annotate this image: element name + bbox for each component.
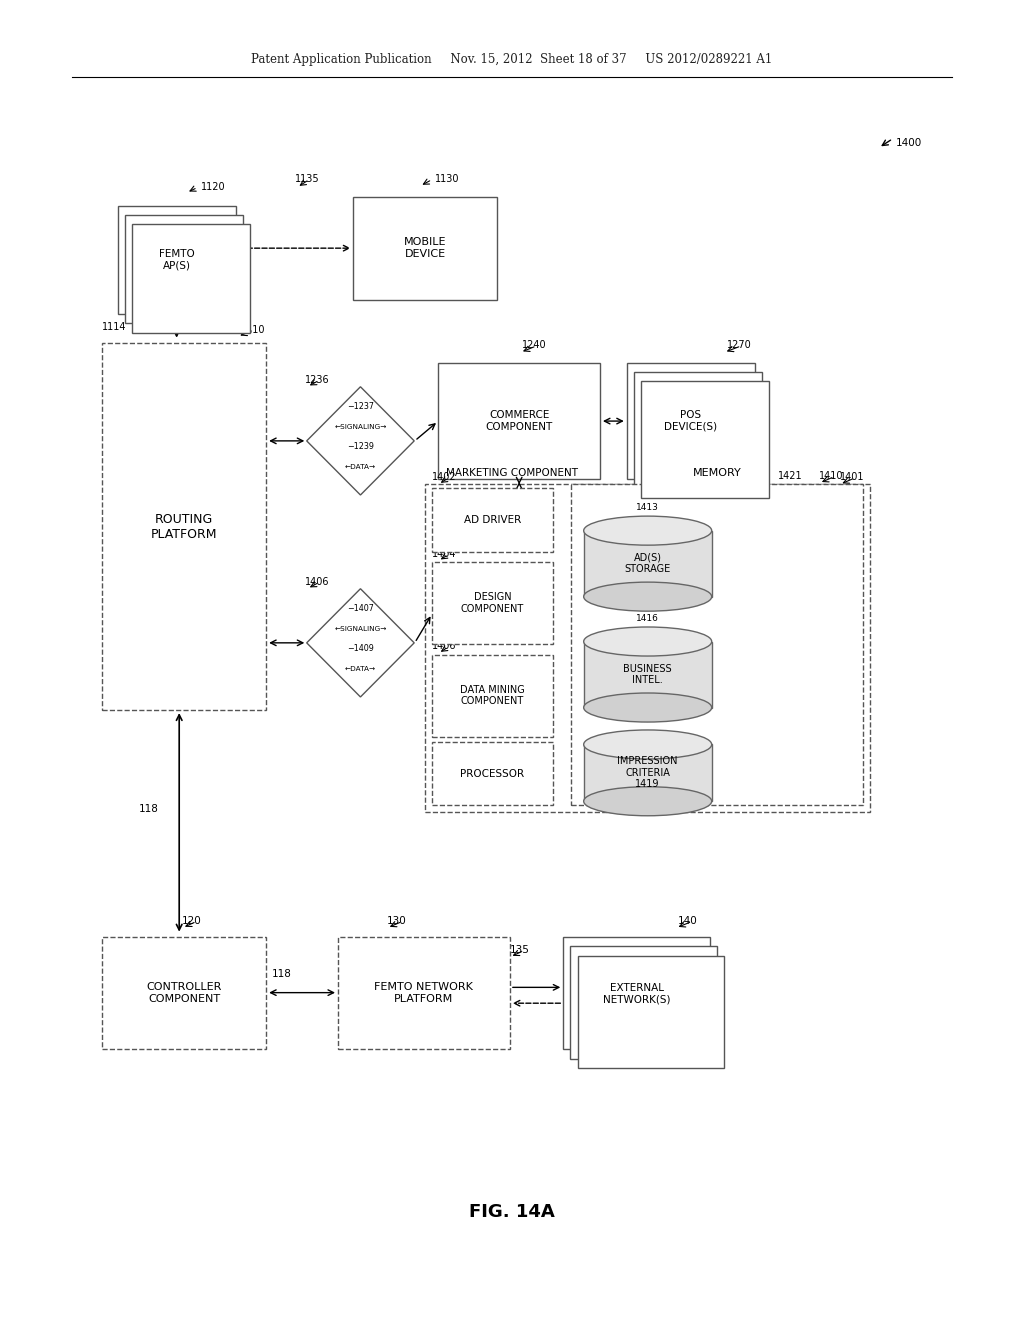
FancyBboxPatch shape	[102, 937, 266, 1049]
FancyBboxPatch shape	[338, 937, 510, 1049]
Text: AD DRIVER: AD DRIVER	[464, 515, 521, 525]
Text: BUSINESS
INTEL.: BUSINESS INTEL.	[624, 664, 672, 685]
FancyBboxPatch shape	[634, 372, 762, 488]
Text: 1120: 1120	[201, 182, 225, 193]
Text: 1114: 1114	[102, 322, 127, 333]
Text: FIG. 14A: FIG. 14A	[469, 1203, 555, 1221]
Text: PROCESSOR: PROCESSOR	[461, 768, 524, 779]
FancyBboxPatch shape	[125, 215, 243, 323]
FancyBboxPatch shape	[432, 488, 553, 552]
Text: −1239: −1239	[347, 442, 374, 451]
Text: DATA MINING
COMPONENT: DATA MINING COMPONENT	[460, 685, 525, 706]
Text: −1407: −1407	[347, 605, 374, 614]
Text: MOBILE
DEVICE: MOBILE DEVICE	[403, 238, 446, 259]
Text: FEMTO NETWORK
PLATFORM: FEMTO NETWORK PLATFORM	[375, 982, 473, 1005]
Text: 1410: 1410	[819, 471, 844, 482]
Ellipse shape	[584, 516, 712, 545]
Text: 1135: 1135	[295, 174, 319, 185]
Text: 118: 118	[271, 969, 291, 979]
FancyBboxPatch shape	[118, 206, 236, 314]
Text: Patent Application Publication     Nov. 15, 2012  Sheet 18 of 37     US 2012/028: Patent Application Publication Nov. 15, …	[251, 53, 773, 66]
FancyBboxPatch shape	[102, 343, 266, 710]
FancyBboxPatch shape	[584, 531, 712, 597]
Text: ROUTING
PLATFORM: ROUTING PLATFORM	[152, 512, 217, 541]
FancyBboxPatch shape	[432, 562, 553, 644]
FancyBboxPatch shape	[353, 197, 497, 300]
Text: COMMERCE
COMPONENT: COMMERCE COMPONENT	[485, 411, 553, 432]
FancyBboxPatch shape	[641, 381, 769, 498]
Text: CONTROLLER
COMPONENT: CONTROLLER COMPONENT	[146, 982, 222, 1005]
Text: 1400: 1400	[896, 137, 923, 148]
Text: 140: 140	[678, 916, 697, 927]
Text: DESIGN
COMPONENT: DESIGN COMPONENT	[461, 593, 524, 614]
Text: 1421: 1421	[778, 471, 803, 482]
Text: 1130: 1130	[435, 174, 460, 185]
Text: FEMTO
AP(S): FEMTO AP(S)	[159, 249, 195, 271]
Ellipse shape	[584, 627, 712, 656]
Text: 1406: 1406	[305, 577, 330, 587]
Text: ←SIGNALING→: ←SIGNALING→	[334, 626, 387, 632]
Text: 135: 135	[510, 945, 529, 956]
FancyBboxPatch shape	[432, 655, 553, 737]
Text: 1401: 1401	[840, 473, 864, 483]
Text: 1413: 1413	[636, 503, 659, 512]
Text: POS
DEVICE(S): POS DEVICE(S)	[665, 411, 717, 432]
Text: 1402: 1402	[432, 473, 457, 483]
Text: IMPRESSION
CRITERIA
1419: IMPRESSION CRITERIA 1419	[617, 756, 678, 789]
Text: AD(S)
STORAGE: AD(S) STORAGE	[625, 553, 671, 574]
Ellipse shape	[584, 787, 712, 816]
FancyBboxPatch shape	[425, 484, 870, 812]
FancyBboxPatch shape	[584, 642, 712, 708]
Text: ←SIGNALING→: ←SIGNALING→	[334, 424, 387, 430]
Text: ←DATA→: ←DATA→	[345, 463, 376, 470]
FancyBboxPatch shape	[578, 956, 724, 1068]
Text: 1406: 1406	[432, 642, 457, 652]
Text: 130: 130	[387, 916, 407, 927]
Ellipse shape	[584, 693, 712, 722]
Ellipse shape	[584, 582, 712, 611]
Text: −1237: −1237	[347, 403, 374, 412]
FancyBboxPatch shape	[438, 363, 600, 479]
FancyBboxPatch shape	[563, 937, 710, 1049]
Polygon shape	[307, 387, 414, 495]
Text: ←DATA→: ←DATA→	[345, 665, 376, 672]
FancyBboxPatch shape	[432, 742, 553, 805]
FancyBboxPatch shape	[584, 744, 712, 801]
Text: 1404: 1404	[432, 549, 457, 560]
Text: MEMORY: MEMORY	[692, 467, 741, 478]
FancyBboxPatch shape	[571, 484, 863, 805]
Text: 118: 118	[139, 804, 159, 814]
Text: 1270: 1270	[727, 341, 752, 351]
Text: 1416: 1416	[636, 614, 659, 623]
Text: 1236: 1236	[305, 375, 330, 385]
Text: 120: 120	[182, 916, 202, 927]
Text: 1408: 1408	[432, 727, 457, 738]
FancyBboxPatch shape	[132, 224, 250, 333]
FancyBboxPatch shape	[627, 363, 755, 479]
Text: MARKETING COMPONENT: MARKETING COMPONENT	[446, 467, 578, 478]
Polygon shape	[307, 589, 414, 697]
Text: 1110: 1110	[241, 325, 265, 335]
FancyBboxPatch shape	[570, 946, 717, 1059]
Text: −1409: −1409	[347, 644, 374, 653]
Text: 1240: 1240	[522, 341, 547, 351]
Text: EXTERNAL
NETWORK(S): EXTERNAL NETWORK(S)	[603, 983, 671, 1005]
Ellipse shape	[584, 730, 712, 759]
